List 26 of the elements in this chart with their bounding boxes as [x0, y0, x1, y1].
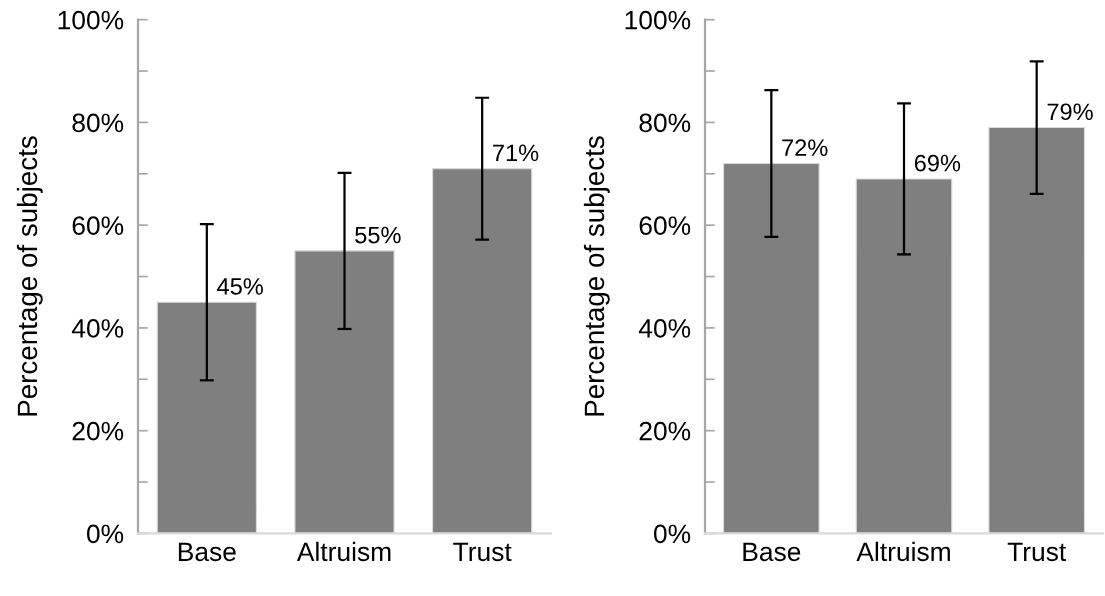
y-tick-label: 80%	[639, 113, 691, 133]
x-tick-label: Altruism	[856, 541, 950, 562]
y-tick-label: 0%	[87, 524, 124, 544]
data-label: 45%	[217, 278, 263, 295]
y-axis-title: Percentage of subjects	[16, 136, 43, 416]
y-tick-label: 60%	[72, 216, 124, 235]
data-label: 55%	[355, 226, 401, 244]
y-tick-label: 0%	[654, 524, 691, 544]
y-tick-label: 100%	[58, 10, 124, 30]
y-tick-label: 40%	[71, 319, 124, 338]
y-tick-label: 100%	[625, 10, 691, 30]
x-tick-label: Trust	[1007, 542, 1067, 562]
data-label: 79%	[1047, 103, 1093, 121]
y-axis-title: Percentage of subjects	[583, 136, 610, 416]
y-tick-label: 20%	[72, 421, 124, 441]
x-tick-label: Altruism	[296, 541, 391, 562]
data-label: 71%	[493, 144, 539, 162]
data-label: 69%	[914, 154, 961, 172]
y-tick-label: 60%	[639, 216, 691, 235]
x-tick-label: Base	[178, 542, 236, 562]
x-tick-label: Base	[743, 542, 801, 562]
y-tick-label: 80%	[72, 113, 124, 133]
data-label: 72%	[782, 139, 828, 156]
y-tick-label: 40%	[638, 319, 691, 338]
y-tick-label: 20%	[639, 421, 691, 441]
x-tick-label: Trust	[453, 542, 512, 562]
